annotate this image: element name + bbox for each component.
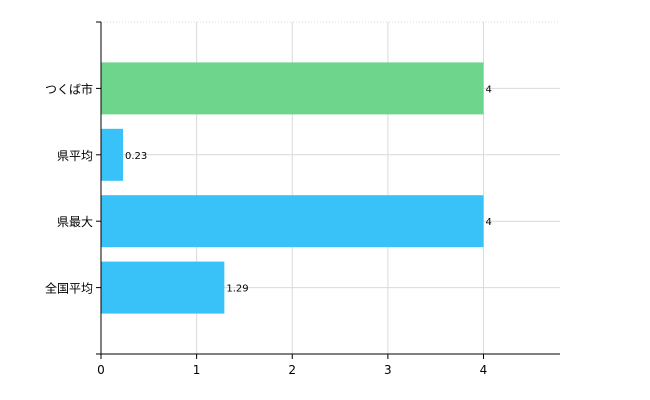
y-tick-label: 県最大 — [57, 215, 93, 229]
x-tick-label: 2 — [288, 363, 296, 377]
data-label: 0.23 — [125, 151, 147, 162]
labels: 4 つくば市 0.23 県平均 4 県最大 1.29 全国平均 0 1 2 3 4 — [45, 81, 492, 377]
axes — [96, 21, 560, 359]
bar — [101, 128, 123, 181]
y-tick-label: 全国平均 — [45, 281, 93, 296]
x-tick-label: 4 — [480, 363, 488, 377]
y-tick-label: 県平均 — [57, 149, 93, 163]
bar — [101, 195, 484, 248]
bars — [101, 62, 484, 314]
data-label: 1.29 — [226, 284, 248, 295]
data-label: 4 — [486, 84, 492, 95]
bar — [101, 261, 225, 314]
x-tick-label: 1 — [193, 363, 201, 377]
data-label: 4 — [486, 217, 492, 228]
x-tick-label: 0 — [97, 363, 105, 377]
x-tick-label: 3 — [384, 363, 392, 377]
bar — [101, 62, 484, 115]
y-tick-label: つくば市 — [45, 81, 93, 96]
